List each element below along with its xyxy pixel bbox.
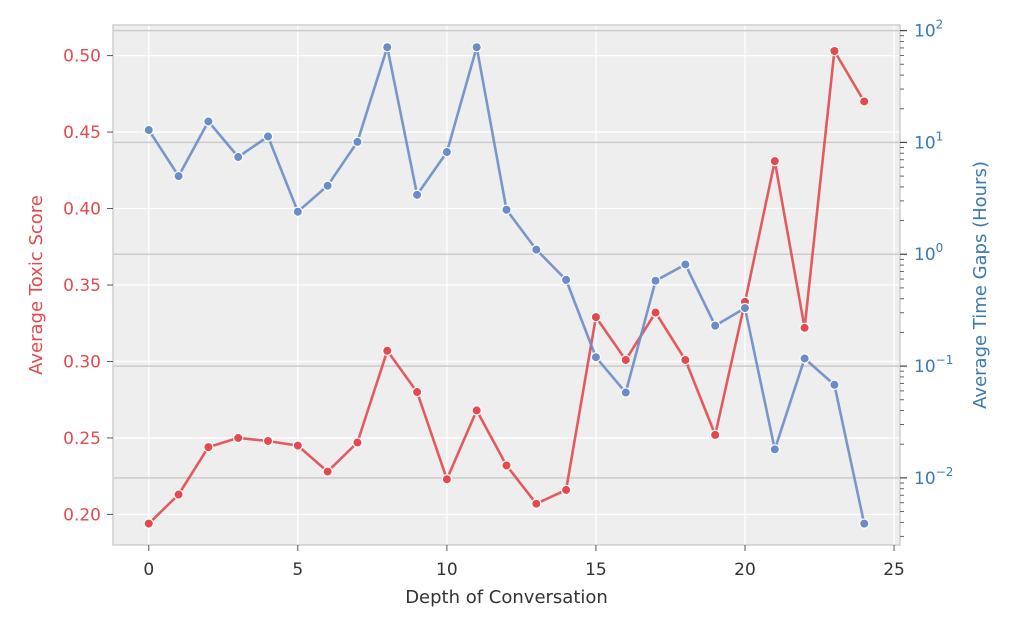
- toxic-score-point: [859, 96, 870, 107]
- left-y-axis: 0.20 0.25 0.30 0.35 0.40 0.45 0.50: [63, 47, 113, 525]
- time-gap-point: [173, 170, 184, 182]
- time-gap-point: [709, 320, 721, 331]
- x-axis-title: Depth of Conversation: [405, 587, 608, 608]
- x-tick-label: 15: [585, 560, 607, 580]
- time-gap-point: [143, 124, 154, 136]
- left-tick-label: 0.45: [63, 123, 101, 143]
- toxic-score-point: [262, 435, 274, 447]
- time-gap-point: [292, 206, 304, 217]
- right-tick-label: 101: [914, 129, 943, 153]
- time-gap-point: [471, 42, 482, 53]
- toxic-score-point: [620, 354, 631, 366]
- x-tick-label: 10: [436, 560, 458, 580]
- toxic-score-point: [650, 307, 661, 318]
- toxic-score-point: [292, 440, 304, 451]
- toxic-score-point: [411, 386, 423, 398]
- time-gap-point: [650, 275, 661, 286]
- x-axis: 0 5 10 15 20 25: [143, 545, 905, 580]
- toxic-score-point: [441, 474, 453, 485]
- time-gap-point: [590, 352, 602, 363]
- toxic-score-point: [531, 498, 542, 509]
- time-gap-point: [352, 136, 363, 148]
- series-layer: [143, 42, 870, 529]
- toxic-score-point: [829, 45, 840, 57]
- toxic-score-point: [203, 441, 214, 453]
- toxic-score-point: [143, 518, 154, 529]
- x-tick-label: 20: [734, 560, 756, 580]
- x-tick-label: 0: [143, 560, 154, 580]
- toxic-score-point: [382, 345, 393, 356]
- right-tick-label: 10−1: [914, 353, 953, 377]
- time-gap-point: [560, 274, 572, 286]
- toxic-score-point: [799, 322, 810, 334]
- time-gap-point: [411, 189, 423, 201]
- time-gap-point: [441, 146, 453, 158]
- time-gap-point: [262, 131, 274, 142]
- time-gap-point: [382, 42, 393, 53]
- x-tick-label: 5: [292, 560, 303, 580]
- left-tick-label: 0.30: [63, 352, 101, 372]
- toxic-score-point: [680, 354, 691, 366]
- toxic-score-point: [322, 466, 333, 477]
- right-y-axis-title: Average Time Gaps (Hours): [970, 161, 991, 409]
- toxic-score-point: [501, 460, 512, 471]
- right-tick-label: 102: [914, 18, 943, 42]
- time-gap-point: [829, 379, 840, 391]
- time-gap-point: [739, 302, 751, 314]
- time-gap-point: [233, 151, 244, 163]
- toxic-score-point: [769, 155, 780, 167]
- toxic-score-point: [471, 405, 482, 416]
- toxic-score-point: [590, 311, 602, 323]
- left-y-axis-title: Average Toxic Score: [26, 195, 47, 375]
- right-tick-label: 100: [914, 241, 943, 265]
- left-tick-label: 0.20: [63, 505, 101, 525]
- time-gap-point: [680, 259, 691, 270]
- time-gap-point: [501, 204, 512, 215]
- left-tick-label: 0.50: [63, 47, 101, 67]
- time-gap-point: [769, 444, 780, 455]
- time-gap-point: [799, 353, 810, 364]
- toxic-score-point: [173, 489, 184, 500]
- toxic-score-point: [352, 437, 363, 448]
- toxic-score-point: [560, 484, 572, 496]
- left-tick-label: 0.35: [63, 276, 101, 296]
- left-tick-label: 0.40: [63, 200, 101, 220]
- toxic-score-point: [709, 429, 721, 441]
- right-y-axis: 102 101 100 10−1 10−2: [900, 18, 953, 537]
- left-tick-label: 0.25: [63, 429, 101, 449]
- x-tick-label: 25: [883, 560, 905, 580]
- time-gap-point: [859, 518, 870, 529]
- right-tick-label: 10−2: [914, 465, 953, 489]
- toxic-score-point: [233, 432, 244, 444]
- time-gap-point: [620, 387, 631, 398]
- time-gap-point: [203, 116, 214, 127]
- time-gap-point: [531, 244, 542, 255]
- time-gap-point: [322, 180, 333, 191]
